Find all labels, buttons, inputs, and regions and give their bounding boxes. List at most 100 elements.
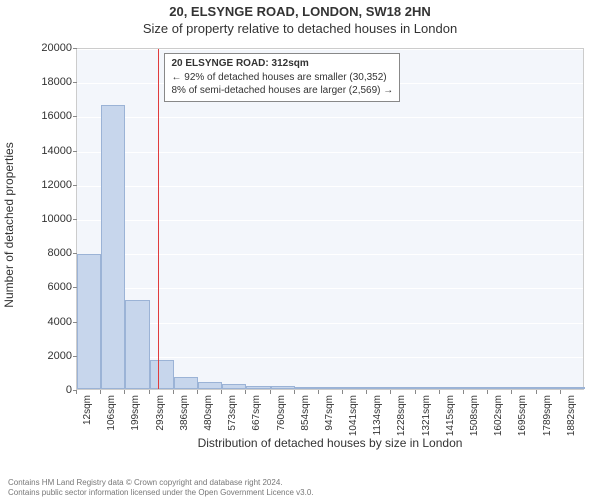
- histogram-chart: 20, ELSYNGE ROAD, LONDON, SW18 2HN Size …: [0, 4, 600, 464]
- y-tick-mark: [73, 287, 77, 288]
- grid-line: [77, 391, 583, 392]
- x-tick-label: 386sqm: [179, 395, 190, 443]
- x-tick-label: 1882sqm: [566, 395, 577, 443]
- y-tick-label: 14000: [22, 145, 72, 157]
- x-tick-mark: [390, 390, 391, 394]
- y-tick-label: 6000: [22, 281, 72, 293]
- grid-line: [77, 49, 583, 50]
- x-tick-label: 293sqm: [155, 395, 166, 443]
- y-axis-label: Number of detached properties: [2, 115, 16, 335]
- y-tick-label: 16000: [22, 110, 72, 122]
- x-tick-mark: [149, 390, 150, 394]
- y-tick-mark: [73, 322, 77, 323]
- grid-line: [77, 254, 583, 255]
- reference-line-2: 8% of semi-detached houses are larger (2…: [171, 84, 393, 98]
- y-tick-mark: [73, 356, 77, 357]
- grid-line: [77, 117, 583, 118]
- x-tick-label: 854sqm: [300, 395, 311, 443]
- x-tick-mark: [100, 390, 101, 394]
- grid-line: [77, 152, 583, 153]
- x-tick-label: 1602sqm: [493, 395, 504, 443]
- reference-line-1: ← 92% of detached houses are smaller (30…: [171, 71, 393, 85]
- x-tick-label: 1041sqm: [348, 395, 359, 443]
- histogram-bar: [391, 387, 415, 389]
- x-tick-mark: [560, 390, 561, 394]
- grid-line: [77, 323, 583, 324]
- y-tick-label: 8000: [22, 247, 72, 259]
- y-tick-label: 10000: [22, 213, 72, 225]
- grid-line: [77, 357, 583, 358]
- y-tick-mark: [73, 219, 77, 220]
- x-tick-label: 1228sqm: [396, 395, 407, 443]
- x-tick-mark: [318, 390, 319, 394]
- chart-title: 20, ELSYNGE ROAD, LONDON, SW18 2HN: [0, 4, 600, 21]
- histogram-bar: [271, 386, 295, 389]
- y-tick-label: 12000: [22, 179, 72, 191]
- histogram-bar: [319, 387, 343, 389]
- y-tick-label: 4000: [22, 316, 72, 328]
- x-tick-mark: [463, 390, 464, 394]
- x-tick-label: 573sqm: [227, 395, 238, 443]
- x-tick-mark: [197, 390, 198, 394]
- x-tick-mark: [124, 390, 125, 394]
- x-tick-label: 12sqm: [82, 395, 93, 443]
- x-tick-label: 199sqm: [130, 395, 141, 443]
- x-tick-mark: [536, 390, 537, 394]
- x-tick-mark: [415, 390, 416, 394]
- histogram-bar: [125, 300, 149, 389]
- chart-subtitle: Size of property relative to detached ho…: [0, 21, 600, 38]
- y-tick-mark: [73, 253, 77, 254]
- histogram-bar: [174, 377, 198, 389]
- y-tick-label: 0: [22, 384, 72, 396]
- histogram-bar: [198, 382, 222, 389]
- grid-line: [77, 220, 583, 221]
- histogram-bar: [367, 387, 391, 389]
- x-tick-label: 1695sqm: [517, 395, 528, 443]
- x-tick-mark: [221, 390, 222, 394]
- y-tick-mark: [73, 82, 77, 83]
- histogram-bar: [222, 384, 246, 389]
- y-tick-label: 20000: [22, 42, 72, 54]
- x-tick-label: 760sqm: [276, 395, 287, 443]
- x-tick-label: 1134sqm: [372, 395, 383, 443]
- histogram-bar: [150, 360, 174, 389]
- x-tick-mark: [245, 390, 246, 394]
- x-tick-label: 1321sqm: [421, 395, 432, 443]
- x-tick-mark: [342, 390, 343, 394]
- y-tick-mark: [73, 48, 77, 49]
- attribution-line-1: Contains HM Land Registry data © Crown c…: [8, 478, 592, 488]
- histogram-bar: [101, 105, 125, 389]
- x-tick-mark: [76, 390, 77, 394]
- histogram-bar: [246, 386, 270, 389]
- reference-annotation: 20 ELSYNGE ROAD: 312sqm← 92% of detached…: [164, 53, 400, 102]
- plot-area: 20 ELSYNGE ROAD: 312sqm← 92% of detached…: [76, 48, 584, 390]
- x-tick-mark: [270, 390, 271, 394]
- histogram-bar: [488, 387, 512, 389]
- x-tick-mark: [439, 390, 440, 394]
- histogram-bar: [295, 387, 319, 389]
- histogram-bar: [416, 387, 440, 389]
- x-tick-label: 1789sqm: [542, 395, 553, 443]
- x-tick-label: 1508sqm: [469, 395, 480, 443]
- attribution-line-2: Contains public sector information licen…: [8, 488, 592, 498]
- x-tick-label: 1415sqm: [445, 395, 456, 443]
- histogram-bar: [561, 387, 585, 389]
- histogram-bar: [77, 254, 101, 389]
- x-tick-label: 947sqm: [324, 395, 335, 443]
- x-tick-mark: [173, 390, 174, 394]
- y-tick-mark: [73, 185, 77, 186]
- x-tick-label: 106sqm: [106, 395, 117, 443]
- y-tick-mark: [73, 116, 77, 117]
- histogram-bar: [464, 387, 488, 389]
- x-tick-mark: [511, 390, 512, 394]
- x-tick-mark: [487, 390, 488, 394]
- histogram-bar: [440, 387, 464, 389]
- x-tick-mark: [366, 390, 367, 394]
- reference-line: [158, 49, 159, 389]
- y-tick-label: 2000: [22, 350, 72, 362]
- y-tick-label: 18000: [22, 76, 72, 88]
- attribution-text: Contains HM Land Registry data © Crown c…: [8, 478, 592, 498]
- x-tick-mark: [294, 390, 295, 394]
- grid-line: [77, 186, 583, 187]
- y-tick-mark: [73, 151, 77, 152]
